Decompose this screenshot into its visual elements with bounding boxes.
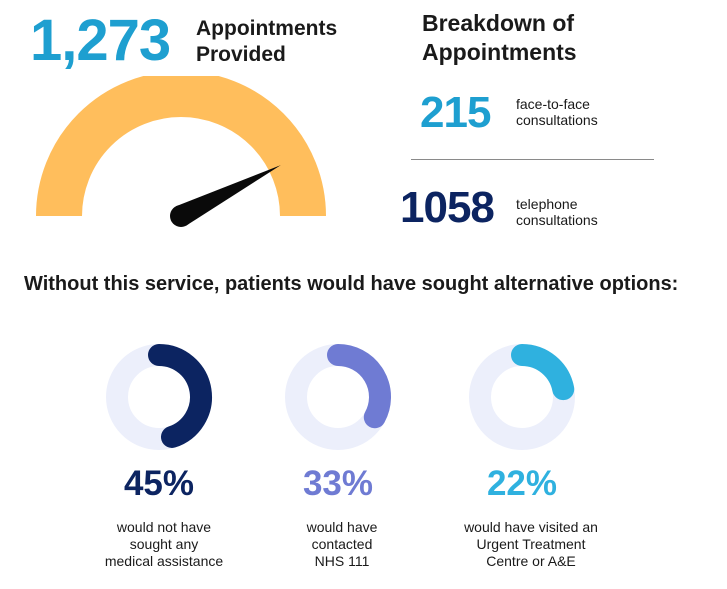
percent-no-assistance: 45%	[123, 464, 195, 503]
alternatives-question: Without this service, patients would hav…	[24, 273, 679, 295]
gauge-arc	[36, 76, 326, 217]
desc-line: Urgent Treatment	[476, 536, 586, 552]
total-appointments-value: 1,273	[30, 8, 171, 73]
percent-urgent-treatment: 22%	[486, 464, 558, 503]
donut-no-assistance	[106, 344, 212, 450]
desc-no-assistance: would not have sought any medical assist…	[79, 519, 249, 570]
donut-urgent-treatment	[469, 344, 575, 450]
breakdown-title: Breakdown of Appointments	[422, 9, 682, 67]
desc-line: would have	[306, 519, 378, 535]
telephone-label-line2: consultations	[516, 212, 598, 228]
desc-nhs-111: would have contacted NHS 111	[258, 519, 426, 570]
desc-line: NHS 111	[314, 553, 370, 569]
percent-nhs-111: 33%	[302, 464, 374, 503]
headline-label-line1: Appointments	[196, 17, 338, 40]
breakdown-title-line1: Breakdown of	[422, 10, 575, 36]
breakdown-divider	[411, 159, 654, 160]
face-to-face-label-line1: face-to-face	[516, 96, 590, 112]
desc-line: contacted	[311, 536, 373, 552]
donut-arc-urgent-treatment	[511, 344, 575, 401]
face-to-face-label-line2: consultations	[516, 112, 598, 128]
desc-line: sought any	[129, 536, 199, 552]
face-to-face-value: 215	[420, 88, 491, 137]
telephone-label-line1: telephone	[516, 196, 578, 212]
donut-nhs-111	[285, 344, 391, 450]
desc-line: would have visited an	[464, 519, 598, 535]
gauge-hub	[170, 205, 192, 227]
headline-label-line2: Provided	[196, 43, 286, 66]
desc-line: would not have	[116, 519, 212, 535]
donut-arc-nhs-111	[327, 344, 391, 429]
face-to-face-label: face-to-face consultations	[516, 96, 646, 128]
total-appointments-label: Appointments Provided	[196, 16, 386, 68]
appointments-gauge	[36, 76, 326, 227]
telephone-label: telephone consultations	[516, 196, 646, 228]
desc-line: Centre or A&E	[486, 553, 576, 569]
breakdown-title-line2: Appointments	[422, 39, 577, 65]
gauge-needle	[176, 165, 281, 226]
telephone-value: 1058	[400, 183, 495, 232]
desc-urgent-treatment: would have visited an Urgent Treatment C…	[436, 519, 626, 570]
desc-line: medical assistance	[104, 553, 224, 569]
donut-arc-no-assistance	[148, 344, 212, 448]
